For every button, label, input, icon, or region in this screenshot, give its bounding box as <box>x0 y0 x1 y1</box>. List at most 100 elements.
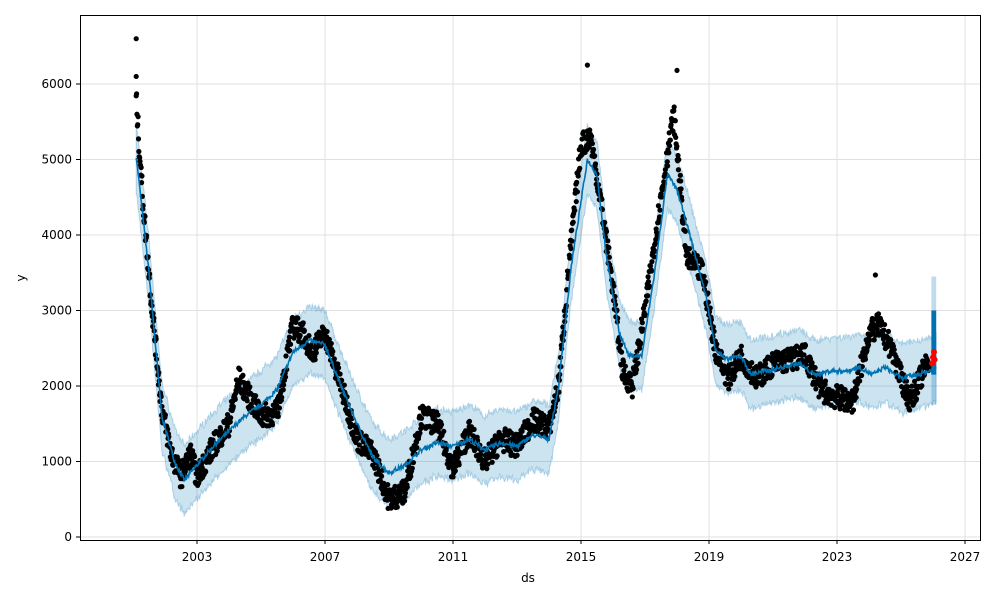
observed-point <box>283 353 289 359</box>
observed-point <box>162 412 168 418</box>
yhat-line <box>135 157 937 482</box>
observed-point <box>414 445 420 451</box>
observed-point <box>133 73 139 80</box>
observed-point <box>606 245 612 251</box>
observed-point <box>664 159 670 165</box>
observed-point <box>237 366 243 373</box>
observed-point <box>293 319 299 326</box>
observed-point <box>618 349 625 355</box>
observed-point <box>402 490 408 496</box>
observed-point <box>606 254 612 260</box>
observed-point <box>666 150 672 156</box>
observed-point <box>677 172 683 178</box>
observed-point <box>584 62 591 68</box>
observed-point <box>276 405 283 411</box>
observed-point <box>643 298 649 304</box>
observed-point <box>573 198 579 205</box>
observed-point <box>330 348 336 355</box>
observed-point <box>539 422 545 428</box>
observed-point <box>218 427 224 433</box>
observed-point <box>567 255 573 261</box>
observed-point <box>574 179 580 185</box>
observed-point <box>649 259 655 265</box>
observed-point <box>665 163 671 169</box>
observed-point <box>686 246 693 252</box>
observed-point <box>675 152 681 159</box>
grid <box>81 16 980 540</box>
observed-point <box>645 293 651 299</box>
observed-point <box>378 473 385 479</box>
observed-point <box>812 365 818 371</box>
observed-point <box>642 312 648 318</box>
highlight-point <box>931 356 938 363</box>
observed-point <box>701 273 707 279</box>
observed-point <box>655 203 662 209</box>
observed-point <box>622 363 629 369</box>
observed-point <box>438 422 445 428</box>
observed-point <box>297 332 303 339</box>
observed-point <box>135 122 141 128</box>
observed-point <box>219 442 225 448</box>
observed-point <box>188 442 194 448</box>
y-tick-label: 0 <box>64 530 72 544</box>
observed-point <box>337 371 343 377</box>
observed-point <box>385 482 391 488</box>
observed-point <box>228 415 234 421</box>
forecast-line <box>135 157 937 482</box>
observed-point <box>850 407 857 413</box>
observed-point <box>678 186 684 192</box>
plot-frame <box>80 15 981 541</box>
observed-point <box>678 178 684 184</box>
x-tick-label: 2003 <box>182 550 213 564</box>
observed-point <box>866 338 872 344</box>
observed-point <box>348 421 354 427</box>
observed-point <box>898 364 904 370</box>
observed-point <box>230 403 236 410</box>
observed-point <box>755 379 761 386</box>
observed-point <box>676 157 682 163</box>
observed-point <box>586 144 592 151</box>
observed-point <box>478 451 484 457</box>
uncertainty-band <box>135 121 937 517</box>
observed-point <box>672 118 678 124</box>
observed-point <box>409 465 415 471</box>
observed-point <box>240 372 246 378</box>
observed-point <box>572 207 578 214</box>
observed-point <box>394 504 400 510</box>
observed-point <box>668 122 674 128</box>
observed-point <box>903 378 910 384</box>
observed-point <box>313 350 319 356</box>
observed-point <box>728 381 734 387</box>
observed-point <box>673 134 679 141</box>
observed-point <box>857 378 863 384</box>
x-tick-label: 2027 <box>950 550 981 564</box>
observed-point <box>281 382 287 388</box>
observed-point <box>501 432 507 438</box>
observed-point <box>324 328 330 335</box>
y-tick-label: 1000 <box>41 455 72 469</box>
observed-point <box>335 365 342 371</box>
observed-point <box>794 365 800 372</box>
observed-point <box>647 263 653 269</box>
observed-point <box>589 140 595 147</box>
observed-point <box>604 228 610 235</box>
y-tick-label: 3000 <box>41 304 72 318</box>
observed-point <box>227 419 233 425</box>
observed-point <box>335 361 341 367</box>
y-ticks: 0 1000 2000 3000 4000 5000 6000 <box>41 77 80 544</box>
observed-point <box>809 360 815 366</box>
observed-point <box>318 343 324 349</box>
observed-point <box>397 490 403 496</box>
observed-point <box>906 407 913 413</box>
observed-point <box>471 426 477 432</box>
observed-point <box>656 214 663 220</box>
observed-point <box>569 238 575 244</box>
observed-point <box>190 448 196 454</box>
x-axis-label: ds <box>521 571 535 585</box>
y-axis-label: y <box>14 274 28 281</box>
observed-point <box>671 108 677 114</box>
observed-point <box>286 334 293 340</box>
observed-point <box>374 452 380 459</box>
observed-point <box>714 341 720 347</box>
observed-point <box>700 261 706 268</box>
